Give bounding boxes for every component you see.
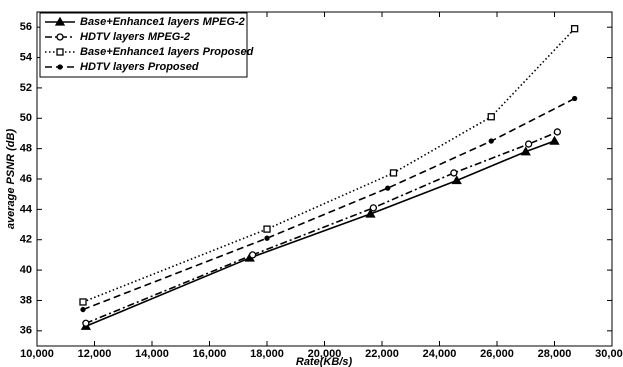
x-tick-label: 18,000 — [250, 348, 284, 360]
x-axis-title: Rate(KB/s) — [296, 356, 353, 367]
legend-label: Base+Enhance1 layers MPEG-2 — [80, 16, 245, 28]
marker — [365, 208, 376, 218]
x-tick-label: 12,000 — [78, 348, 112, 360]
marker — [56, 48, 64, 56]
legend-label: HDTV layers MPEG-2 — [80, 31, 190, 43]
x-tick-label: 16,000 — [193, 348, 227, 360]
y-tick-label: 38 — [20, 294, 32, 306]
marker — [451, 175, 462, 185]
y-tick-label: 56 — [20, 21, 32, 33]
marker — [79, 298, 87, 306]
marker — [389, 169, 398, 177]
y-tick-label: 44 — [20, 203, 33, 215]
x-tick-label: 22,000 — [365, 348, 399, 360]
x-tick-label: 14,000 — [135, 348, 169, 360]
marker — [54, 16, 66, 26]
marker — [487, 113, 495, 121]
legend-box — [39, 12, 248, 78]
marker — [524, 140, 533, 148]
y-tick-label: 48 — [20, 143, 32, 155]
marker — [488, 138, 494, 144]
marker — [56, 33, 64, 41]
marker — [549, 135, 560, 145]
x-tick-label: 20,000 — [308, 348, 342, 360]
marker — [263, 225, 271, 233]
series-line — [85, 131, 558, 324]
y-tick-label: 42 — [20, 234, 32, 246]
marker — [264, 235, 270, 241]
y-tick-label: 36 — [20, 325, 32, 337]
marker — [571, 95, 578, 102]
marker — [248, 251, 257, 259]
y-tick-label: 50 — [20, 112, 32, 124]
x-tick-label: 30,000 — [595, 348, 623, 360]
x-tick-label: 24,000 — [423, 348, 457, 360]
y-tick-label: 54 — [20, 51, 33, 63]
series-line — [85, 140, 555, 328]
legend-label: HDTV layers Proposed — [80, 61, 199, 73]
legend-label: Base+Enhance1 layers Proposed — [80, 46, 254, 58]
marker — [57, 64, 63, 70]
marker — [82, 319, 90, 327]
marker — [80, 306, 86, 313]
series-line — [82, 97, 575, 311]
marker — [385, 185, 391, 191]
y-tick-label: 46 — [20, 173, 32, 185]
marker — [520, 146, 531, 156]
x-tick-label: 28,000 — [538, 348, 572, 360]
y-tick-label: 40 — [20, 264, 32, 276]
marker — [570, 25, 579, 33]
marker — [553, 128, 562, 136]
y-tick-label: 52 — [20, 82, 32, 94]
marker — [450, 169, 458, 177]
x-tick-label: 26,000 — [480, 348, 514, 360]
x-tick-label: 10,000 — [20, 348, 54, 360]
y-axis-title: average PSNR (dB) — [5, 129, 17, 230]
marker — [369, 204, 378, 212]
